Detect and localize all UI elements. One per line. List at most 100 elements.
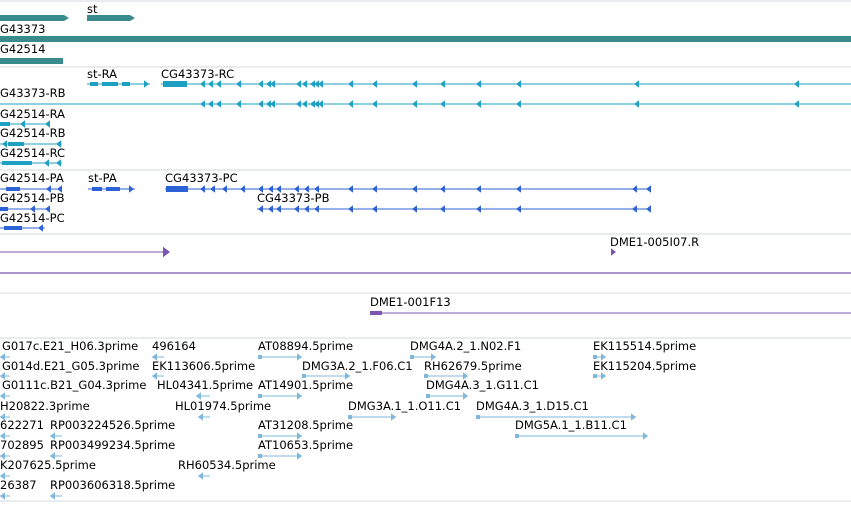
est-label[interactable]: EK113606.5prime: [152, 359, 255, 373]
exon-arrow-left: [198, 472, 203, 480]
est-label[interactable]: 26387: [0, 478, 37, 492]
est-label[interactable]: DMG3A.2_1.F06.C1: [302, 359, 413, 373]
exon-arrow-left: [268, 205, 273, 213]
exon-arrow-left: [646, 205, 651, 213]
exon-arrow-left: [296, 100, 301, 108]
est-label[interactable]: DMG3A.1_1.O11.C1: [348, 399, 461, 413]
exon-arrow-right: [297, 452, 302, 460]
exon-arrow-left: [266, 80, 271, 88]
exon-arrow-right: [463, 392, 468, 400]
exon-arrow-left: [794, 100, 799, 108]
exon-arrow-right: [129, 185, 134, 193]
est-label[interactable]: 496164: [152, 339, 196, 353]
gene-label[interactable]: st: [87, 2, 98, 16]
est-label[interactable]: RP003499234.5prime: [50, 438, 175, 452]
exon-arrow-left: [0, 353, 5, 361]
exon-arrow-right: [463, 372, 468, 380]
est-label[interactable]: 622271: [0, 418, 44, 432]
transcript-label[interactable]: st-RA: [87, 67, 117, 81]
exon-arrow-left: [30, 205, 35, 213]
exon-arrow-left: [440, 205, 445, 213]
gene-label[interactable]: G43373: [0, 22, 46, 36]
exon-arrow-right: [297, 392, 302, 400]
exon-arrow-left: [412, 100, 417, 108]
est-label[interactable]: RH60534.5prime: [178, 458, 276, 472]
est-label[interactable]: AT08894.5prime: [258, 339, 353, 353]
exon-arrow-left: [310, 80, 315, 88]
exon-arrow-left: [304, 185, 309, 193]
est-label[interactable]: AT31208.5prime: [258, 418, 353, 432]
est-label[interactable]: RP003224526.5prime: [50, 418, 175, 432]
exon-arrow-left: [632, 185, 637, 193]
exon-arrow-left: [412, 205, 417, 213]
est-label[interactable]: EK115204.5prime: [593, 359, 696, 373]
exon-arrow-left: [372, 205, 377, 213]
exon-arrow-left: [310, 100, 315, 108]
exon-arrow-right: [611, 248, 616, 256]
exon-arrow-left: [314, 80, 319, 88]
est-label[interactable]: AT14901.5prime: [258, 378, 353, 392]
exon-arrow-left: [50, 432, 55, 440]
est-label[interactable]: EK115514.5prime: [593, 339, 696, 353]
exon-block: [106, 187, 120, 191]
est-block: [258, 355, 262, 359]
exon-arrow-left: [44, 159, 49, 167]
gene-cg43373-bar: [0, 36, 851, 42]
est-label[interactable]: DMG4A.3_1.G11.C1: [426, 378, 539, 392]
exon-arrow-left: [476, 205, 481, 213]
est-label[interactable]: K207625.5prime: [0, 458, 96, 472]
exon-arrow-right: [601, 353, 606, 361]
exon-arrow-left: [794, 80, 799, 88]
exon-arrow-left: [318, 80, 323, 88]
exon-arrow-left: [302, 100, 307, 108]
est-label[interactable]: HL04341.5prime: [157, 378, 253, 392]
exon-arrow-left: [634, 100, 639, 108]
exon-arrow-left: [268, 185, 273, 193]
est-label[interactable]: DMG5A.1_1.B11.C1: [515, 418, 627, 432]
exon-arrow-right: [297, 353, 302, 361]
est-block: [258, 394, 262, 398]
exon-arrow-left: [0, 452, 5, 460]
protein-label[interactable]: CG43373-PC: [165, 171, 238, 185]
exon-arrow-left: [516, 100, 521, 108]
est-label[interactable]: 702895: [0, 438, 44, 452]
transcript-label[interactable]: G43373-RB: [0, 86, 66, 100]
clone-label[interactable]: DME1-005I07.R: [610, 235, 699, 249]
protein-label[interactable]: G42514-PB: [0, 191, 65, 205]
protein-label[interactable]: CG43373-PB: [257, 191, 330, 205]
transcript-label[interactable]: CG43373-RC: [161, 67, 234, 81]
est-label[interactable]: DMG4A.3_1.D15.C1: [476, 399, 589, 413]
gene-label[interactable]: G42514: [0, 42, 46, 56]
exon-block: [122, 82, 130, 86]
exon-arrow-left: [45, 205, 50, 213]
exon-arrow-left: [276, 185, 281, 193]
exon-arrow-left: [516, 80, 521, 88]
est-label[interactable]: DMG4A.2_1.N02.F1: [410, 339, 521, 353]
transcript-label[interactable]: G42514-RB: [0, 126, 66, 140]
exon-arrow-left: [152, 353, 157, 361]
exon-arrow-left: [0, 372, 5, 380]
est-label[interactable]: G0111c.B21_G04.3prime: [2, 378, 146, 392]
clone-label[interactable]: DME1-001F13: [370, 295, 451, 309]
exon-arrow-left: [200, 80, 205, 88]
exon-arrow-left: [304, 205, 309, 213]
est-label[interactable]: H20822.3prime: [0, 399, 90, 413]
est-label[interactable]: G014d.E21_G05.3prime: [2, 359, 139, 373]
protein-label[interactable]: G42514-PA: [0, 171, 64, 185]
exon-arrow-left: [270, 80, 275, 88]
transcript-label[interactable]: G42514-RC: [0, 146, 65, 160]
est-label[interactable]: RH62679.5prime: [424, 359, 522, 373]
est-block: [424, 374, 428, 378]
exon-arrow-left: [222, 185, 227, 193]
exon-arrow-left: [634, 80, 639, 88]
protein-label[interactable]: st-PA: [88, 171, 117, 185]
exon-arrow-left: [348, 80, 353, 88]
est-label[interactable]: G017c.E21_H06.3prime: [2, 339, 138, 353]
est-label[interactable]: HL01974.5prime: [175, 399, 271, 413]
est-label[interactable]: AT10653.5prime: [258, 438, 353, 452]
est-label[interactable]: RP003606318.5prime: [50, 478, 175, 492]
gene-cg42514-bar: [0, 58, 63, 64]
transcript-label[interactable]: G42514-RA: [0, 107, 65, 121]
protein-label[interactable]: G42514-PC: [0, 211, 65, 225]
exon-arrow-left: [258, 205, 263, 213]
